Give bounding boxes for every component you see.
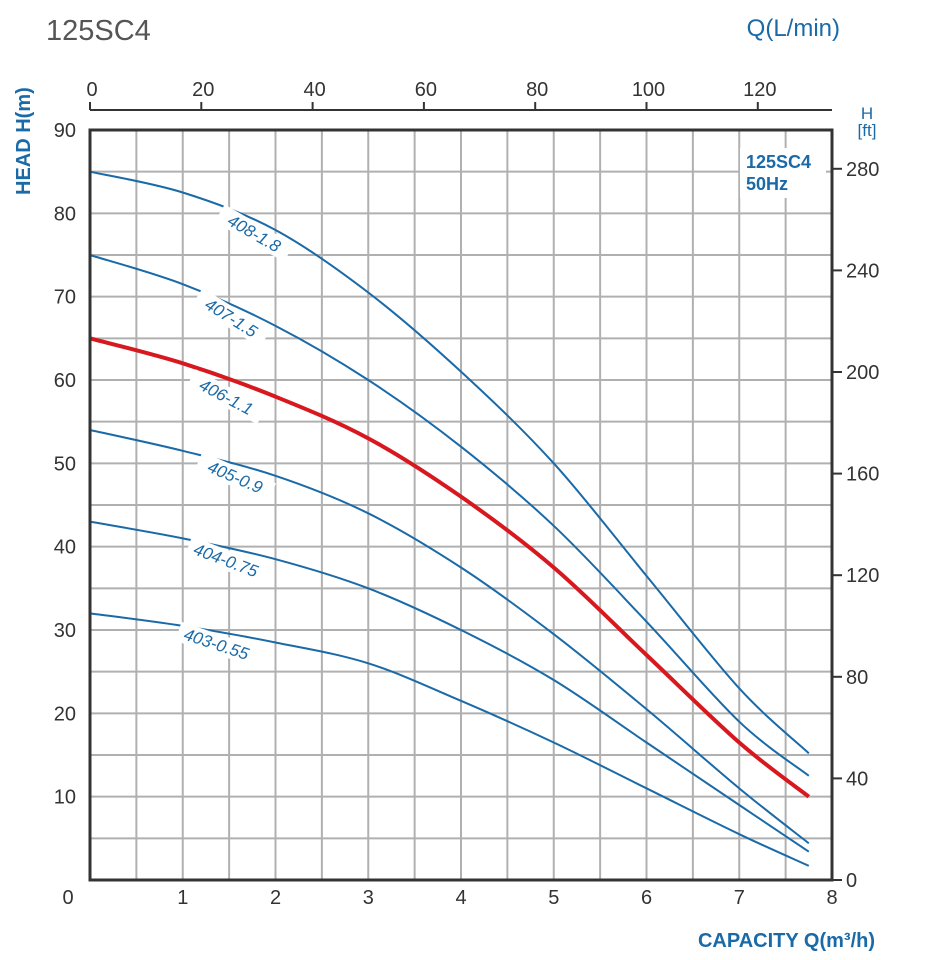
curve-407-1.5: [89, 254, 810, 777]
x2-tick-label: 60: [415, 79, 437, 101]
top-axis-label: Q(L/min): [747, 15, 840, 42]
y2-tick-label: 160: [846, 464, 879, 486]
curve-label-bg: [192, 287, 271, 348]
grid: [90, 130, 832, 880]
x-tick-label: 8: [826, 887, 837, 909]
right-axis-label-unit: [ft]: [858, 121, 877, 140]
curve-404-0.75: [89, 520, 810, 853]
curve-406-1.1: [89, 336, 811, 799]
x2-tick-label: 40: [303, 79, 325, 101]
right-axis-label-h: H: [861, 104, 873, 123]
y-axis-label: HEAD H(m): [13, 87, 35, 195]
y-tick-label: 50: [54, 453, 76, 475]
annotation-box: [740, 148, 826, 198]
y-tick-label: 90: [54, 120, 76, 142]
y-tick-label: 20: [54, 703, 76, 725]
curve-label-bg: [175, 621, 258, 666]
curve-403-0.55: [89, 612, 810, 867]
y2-tick-label: 0: [846, 870, 857, 892]
y-tick-label: 30: [54, 620, 76, 642]
curve-label-bg: [186, 369, 267, 425]
axes: 0 1 2 3 4 5 6 7 8 10 20 30 40 50 60 70 80 90 0 20 40 60 80 100 1…: [54, 79, 880, 909]
curve-label-bg: [194, 452, 277, 502]
y2-tick-label: 80: [846, 667, 868, 689]
x-axis-label: CAPACITY Q(m³/h): [698, 930, 875, 952]
x2-tick-label: 100: [632, 79, 665, 101]
y2-tick-label: 240: [846, 260, 879, 282]
y2-tick-label: 200: [846, 362, 879, 384]
y-tick-label: 40: [54, 537, 76, 559]
x2-tick-label: 120: [743, 79, 776, 101]
x-tick-label: 6: [641, 887, 652, 909]
x2-tick-label: 0: [86, 79, 97, 101]
curves: [89, 170, 811, 867]
curve-label-404-0.75: 404-0.75: [184, 536, 267, 584]
y-tick-label: 10: [54, 787, 76, 809]
y2-tick-label: 120: [846, 565, 879, 587]
curve-label-403-0.55: 403-0.55: [175, 621, 258, 666]
x-tick-label: 4: [455, 887, 466, 909]
x-tick-label: 2: [270, 887, 281, 909]
x-tick-label: 3: [363, 887, 374, 909]
curve-label-bg: [184, 536, 267, 584]
y2-tick-label: 280: [846, 159, 879, 181]
curve-label-text: 406-1.1: [196, 375, 256, 419]
x2-tick-label: 20: [192, 79, 214, 101]
y2-tick-label: 40: [846, 768, 868, 790]
curve-label-bg: [214, 204, 294, 262]
annotation-frequency: 50Hz: [746, 174, 788, 194]
y-tick-label: 80: [54, 203, 76, 225]
plot-frame: [88, 128, 834, 882]
x2-tick-label: 80: [526, 79, 548, 101]
chart-title: 125SC4: [46, 15, 151, 47]
curve-label-text: 407-1.5: [202, 295, 261, 342]
x-tick-label: 1: [177, 887, 188, 909]
x-tick-label: 7: [734, 887, 745, 909]
curve-label-405-0.9: 405-0.9: [194, 452, 277, 502]
x-tick-label: 5: [548, 887, 559, 909]
x-tick-label: 0: [62, 887, 73, 909]
y-tick-label: 70: [54, 287, 76, 309]
y-tick-label: 60: [54, 370, 76, 392]
annotation-model: 125SC4: [746, 152, 811, 172]
